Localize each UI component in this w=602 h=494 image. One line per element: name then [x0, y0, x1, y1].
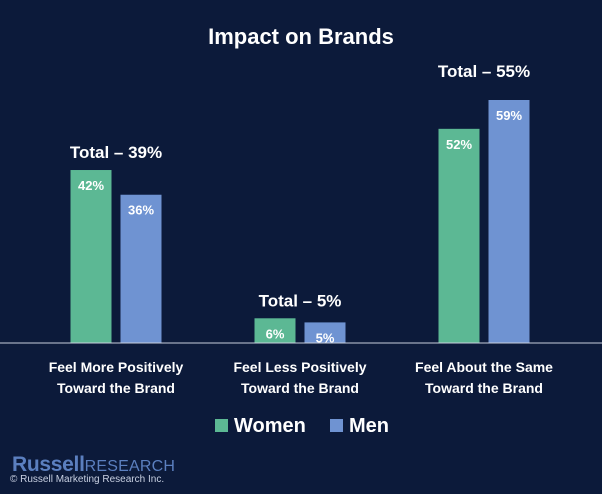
legend-swatch-women	[215, 419, 228, 432]
bar-men-1	[304, 322, 346, 343]
total-label-1: Total – 5%	[259, 291, 342, 310]
category-label-1-0: Feel Less Positively	[233, 359, 366, 375]
bar-women-2	[438, 128, 480, 343]
brand-logo: RussellRESEARCH	[12, 454, 175, 475]
data-label-men-1: 5%	[316, 330, 335, 345]
category-label-1-1: Toward the Brand	[241, 380, 359, 396]
bar-women-1	[254, 318, 296, 343]
legend: Women Men	[215, 415, 389, 437]
category-label-2-0: Feel About the Same	[415, 359, 553, 375]
legend-label-men: Men	[349, 415, 389, 437]
labels-group: 42% 36% Total – 39% Feel More Positively Tow…	[49, 62, 553, 396]
brand-name: Russell	[12, 453, 85, 476]
total-label-2: Total – 55%	[438, 62, 530, 81]
total-label-0: Total – 39%	[70, 143, 162, 162]
bar-men-2	[488, 100, 530, 343]
category-label-0-0: Feel More Positively	[49, 359, 184, 375]
data-label-men-2: 59%	[496, 108, 522, 123]
chart-title: Impact on Brands	[208, 24, 394, 49]
legend-swatch-men	[330, 419, 343, 432]
category-label-2-1: Toward the Brand	[425, 380, 543, 396]
category-label-0-1: Toward the Brand	[57, 380, 175, 396]
bar-women-0	[70, 170, 112, 343]
data-label-women-1: 6%	[266, 326, 285, 341]
bars-group	[70, 100, 530, 343]
brand-suffix: RESEARCH	[84, 458, 176, 475]
data-label-women-0: 42%	[78, 178, 104, 193]
legend-label-women: Women	[234, 415, 306, 437]
data-label-men-0: 36%	[128, 203, 154, 218]
copyright-text: © Russell Marketing Research Inc.	[10, 474, 165, 485]
data-label-women-2: 52%	[446, 137, 472, 152]
bar-men-0	[120, 194, 162, 343]
